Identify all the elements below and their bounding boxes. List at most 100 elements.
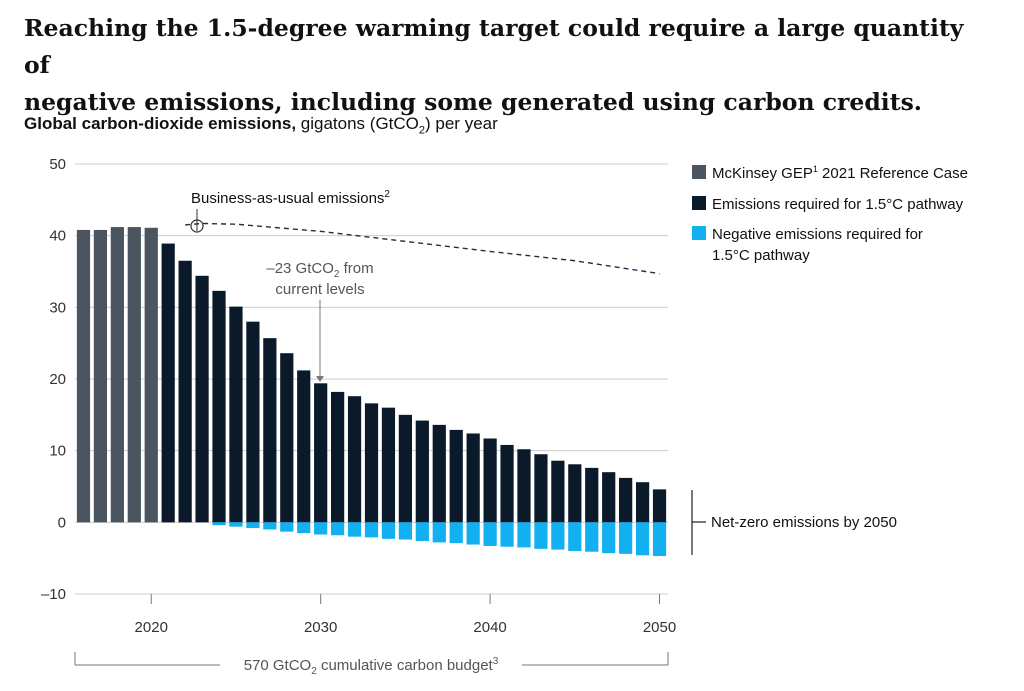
bar-negative (585, 522, 599, 552)
bar-reference (76, 229, 91, 523)
bau-label-sup: 2 (384, 189, 390, 200)
bar-required (398, 414, 412, 523)
bar-required (534, 454, 548, 523)
bar-required (314, 383, 328, 523)
bar-required (263, 338, 277, 523)
bar-negative (347, 522, 362, 537)
y-tick-label: 50 (49, 156, 66, 173)
net-zero-label: Net-zero emissions by 2050 (711, 514, 897, 531)
budget-label-sup: 3 (493, 656, 499, 667)
subtitle-bold: Global carbon-dioxide emissions, (24, 114, 297, 133)
bar-reference (144, 227, 158, 523)
bar-negative (229, 522, 243, 527)
bar-required (331, 391, 345, 523)
legend-swatch-negative (692, 226, 706, 240)
bar-required (347, 396, 362, 523)
bar-required (652, 489, 667, 523)
bar-negative (534, 522, 548, 549)
bar-required (229, 306, 243, 523)
y-tick-label: 30 (49, 299, 66, 316)
bar-required (246, 321, 260, 523)
bar-negative (652, 522, 667, 557)
y-tick-label: 10 (49, 443, 66, 460)
legend: McKinsey GEP1 2021 Reference Case Emissi… (692, 164, 968, 264)
bars (76, 227, 667, 557)
legend-reference-b: 2021 Reference Case (818, 165, 968, 182)
bar-required (212, 290, 226, 523)
bar-required (381, 407, 396, 523)
bar-required (483, 438, 497, 523)
budget-label: 570 GtCO2 cumulative carbon budget3 (244, 656, 499, 677)
bau-label-text: Business-as-usual emissions (191, 190, 384, 207)
bau-line (185, 222, 660, 275)
subtitle-pre: gigatons (GtCO (296, 114, 419, 133)
y-axis-ticks: 50 40 30 20 10 0 –10 (41, 156, 66, 603)
x-axis-ticks: 2020 2030 2040 2050 (135, 594, 676, 636)
bar-negative (314, 522, 328, 535)
chart-headline: Reaching the 1.5-degree warming target c… (24, 10, 984, 121)
gap-label-line-2: current levels (275, 281, 364, 298)
bar-required (280, 353, 294, 523)
bar-required (195, 275, 209, 523)
subtitle-sub: 2 (418, 124, 426, 137)
bar-required (517, 449, 531, 523)
bar-required (635, 482, 650, 523)
x-tick-label: 2030 (304, 619, 337, 636)
bar-negative (619, 522, 633, 554)
bar-required (297, 370, 311, 523)
headline-line-1: Reaching the 1.5-degree warming target c… (24, 14, 964, 79)
bar-negative (398, 522, 412, 540)
bar-negative (449, 522, 463, 544)
subtitle-post: ) per year (425, 114, 498, 133)
legend-reference-sup: 1 (813, 164, 818, 174)
bar-negative (483, 522, 497, 546)
bar-reference (127, 227, 141, 523)
x-tick-label: 2020 (135, 619, 168, 636)
x-tick-label: 2040 (473, 619, 506, 636)
bar-required (364, 403, 379, 523)
x-tick-label: 2050 (643, 619, 676, 636)
bar-reference (93, 229, 108, 523)
bar-required (432, 424, 446, 523)
legend-label-negative-1: Negative emissions required for (712, 226, 923, 243)
bar-required (449, 429, 463, 523)
chart-subtitle: Global carbon-dioxide emissions, gigaton… (24, 114, 498, 136)
bar-negative (212, 522, 226, 526)
bau-marker (190, 219, 204, 233)
bar-negative (432, 522, 446, 543)
y-tick-label: –10 (41, 586, 66, 603)
legend-label-negative-2: 1.5°C pathway (712, 247, 810, 264)
gap-label-line-1: –23 GtCO2 from (266, 260, 373, 280)
bar-negative (602, 522, 616, 554)
legend-reference-a: McKinsey GEP (712, 165, 813, 182)
y-tick-label: 0 (58, 514, 66, 531)
bar-negative (364, 522, 379, 538)
bar-required (602, 472, 616, 523)
bar-negative (280, 522, 294, 532)
bar-required (466, 433, 480, 523)
bar-negative (635, 522, 650, 556)
gap-arrow-head (316, 376, 324, 382)
gap-label-sub: 2 (334, 269, 340, 280)
bau-line-group (185, 222, 660, 275)
bar-required (551, 460, 565, 523)
bar-negative (415, 522, 429, 541)
bar-negative (263, 522, 277, 530)
bar-required (585, 467, 599, 523)
bar-negative (246, 522, 260, 529)
bar-negative (297, 522, 311, 534)
bar-negative (517, 522, 531, 548)
bar-required (568, 464, 582, 523)
budget-label-pre: 570 GtCO (244, 657, 312, 674)
bar-negative (381, 522, 396, 539)
bau-label: Business-as-usual emissions2 (191, 189, 390, 207)
gap-label-b: from (339, 260, 373, 277)
y-tick-label: 20 (49, 371, 66, 388)
bar-negative (500, 522, 514, 547)
bar-required (415, 420, 429, 523)
bar-negative (466, 522, 480, 545)
bar-required (161, 243, 175, 523)
legend-label-reference: McKinsey GEP1 2021 Reference Case (712, 164, 968, 182)
budget-label-post: cumulative carbon budget (317, 657, 494, 674)
